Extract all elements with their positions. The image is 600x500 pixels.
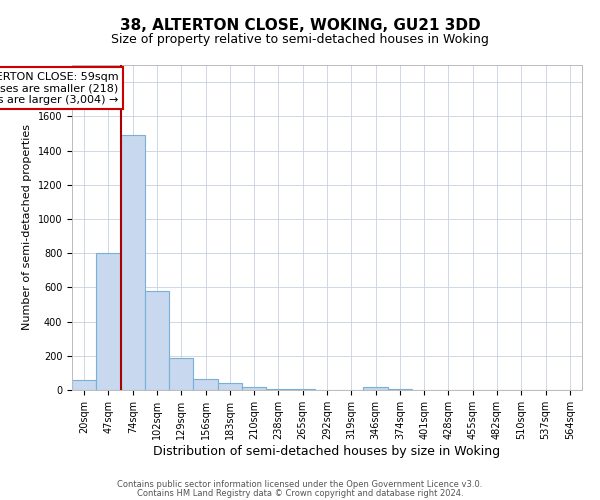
Bar [169, 358, 193, 390]
Bar [121, 135, 145, 390]
Bar [96, 253, 121, 390]
Bar [72, 380, 96, 390]
Bar [218, 383, 242, 390]
Y-axis label: Number of semi-detached properties: Number of semi-detached properties [22, 124, 32, 330]
X-axis label: Distribution of semi-detached houses by size in Woking: Distribution of semi-detached houses by … [154, 444, 500, 458]
Bar [364, 386, 388, 390]
Bar [388, 389, 412, 390]
Text: Size of property relative to semi-detached houses in Woking: Size of property relative to semi-detach… [111, 32, 489, 46]
Bar [145, 291, 169, 390]
Text: 38 ALTERTON CLOSE: 59sqm
← 7% of semi-detached houses are smaller (218)
93% of s: 38 ALTERTON CLOSE: 59sqm ← 7% of semi-de… [0, 72, 118, 105]
Bar [242, 388, 266, 390]
Text: 38, ALTERTON CLOSE, WOKING, GU21 3DD: 38, ALTERTON CLOSE, WOKING, GU21 3DD [119, 18, 481, 32]
Text: Contains HM Land Registry data © Crown copyright and database right 2024.: Contains HM Land Registry data © Crown c… [137, 488, 463, 498]
Bar [290, 389, 315, 390]
Bar [266, 389, 290, 390]
Text: Contains public sector information licensed under the Open Government Licence v3: Contains public sector information licen… [118, 480, 482, 489]
Bar [193, 379, 218, 390]
